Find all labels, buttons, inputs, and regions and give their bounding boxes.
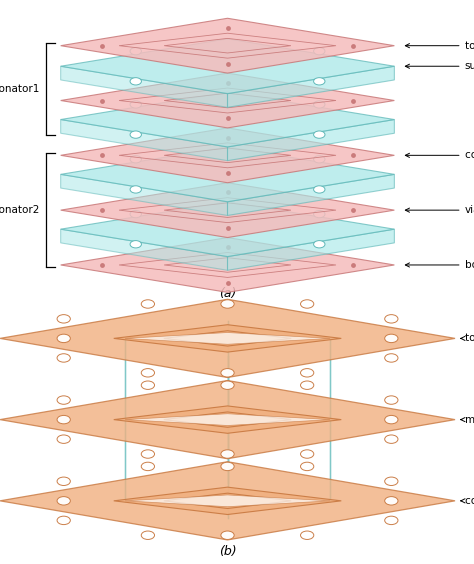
Polygon shape [0,299,455,377]
Circle shape [221,450,234,458]
Circle shape [57,477,70,486]
Polygon shape [61,18,394,73]
Polygon shape [61,202,394,257]
Polygon shape [61,183,394,237]
Polygon shape [164,412,291,428]
Circle shape [57,416,70,424]
Polygon shape [61,39,394,94]
Polygon shape [114,406,341,433]
Circle shape [301,531,314,539]
Text: Resonator2: Resonator2 [0,205,39,215]
Circle shape [385,416,398,424]
Circle shape [385,315,398,323]
Polygon shape [61,147,394,202]
Circle shape [314,78,325,85]
Circle shape [130,186,141,193]
Polygon shape [61,66,228,107]
Circle shape [221,462,234,470]
Circle shape [57,396,70,404]
Polygon shape [61,237,394,292]
Circle shape [314,186,325,193]
Circle shape [314,101,325,108]
Polygon shape [164,493,291,509]
Circle shape [130,156,141,163]
Text: (b): (b) [219,545,237,558]
Text: via: via [405,205,474,215]
Polygon shape [0,381,455,459]
Circle shape [385,334,398,342]
Polygon shape [228,120,394,161]
Circle shape [57,334,70,342]
Circle shape [314,210,325,218]
Polygon shape [125,495,330,506]
Circle shape [301,450,314,458]
Circle shape [141,462,155,470]
Circle shape [141,300,155,308]
Circle shape [301,369,314,377]
Circle shape [301,381,314,389]
Polygon shape [125,333,330,344]
Polygon shape [164,331,291,346]
Polygon shape [61,120,228,161]
Circle shape [221,381,234,389]
Polygon shape [61,229,228,270]
Polygon shape [228,229,394,270]
Circle shape [385,497,398,505]
Circle shape [314,47,325,55]
Circle shape [314,241,325,248]
Polygon shape [228,66,394,107]
Text: Resonator1: Resonator1 [0,84,39,94]
Text: substrate: substrate [405,61,474,71]
Circle shape [130,47,141,55]
Circle shape [141,381,155,389]
Circle shape [57,497,70,505]
Polygon shape [61,128,394,183]
Circle shape [221,369,234,377]
Circle shape [385,396,398,404]
Circle shape [141,369,155,377]
Circle shape [385,477,398,486]
Circle shape [130,78,141,85]
Circle shape [57,516,70,525]
Text: metal layer: metal layer [461,415,474,425]
Text: couple layer: couple layer [461,496,474,506]
Circle shape [57,315,70,323]
Circle shape [130,210,141,218]
Circle shape [57,435,70,443]
Circle shape [314,131,325,138]
Circle shape [130,241,141,248]
Circle shape [314,156,325,163]
Polygon shape [0,462,455,540]
Polygon shape [61,73,394,128]
Polygon shape [114,487,341,514]
Circle shape [385,354,398,362]
Circle shape [130,101,141,108]
Circle shape [301,462,314,470]
Polygon shape [228,174,394,215]
Polygon shape [61,92,394,147]
Polygon shape [61,174,228,215]
Circle shape [221,531,234,539]
Circle shape [221,300,234,308]
Text: (a): (a) [219,288,236,301]
Circle shape [141,531,155,539]
Circle shape [130,131,141,138]
Circle shape [141,450,155,458]
Text: couple layer: couple layer [405,151,474,160]
Text: bottom layer: bottom layer [405,260,474,270]
Circle shape [385,435,398,443]
Text: top layer: top layer [405,41,474,51]
Circle shape [385,516,398,525]
Circle shape [57,354,70,362]
Circle shape [301,300,314,308]
Text: top layer: top layer [461,333,474,343]
Polygon shape [125,414,330,425]
Polygon shape [114,325,341,352]
